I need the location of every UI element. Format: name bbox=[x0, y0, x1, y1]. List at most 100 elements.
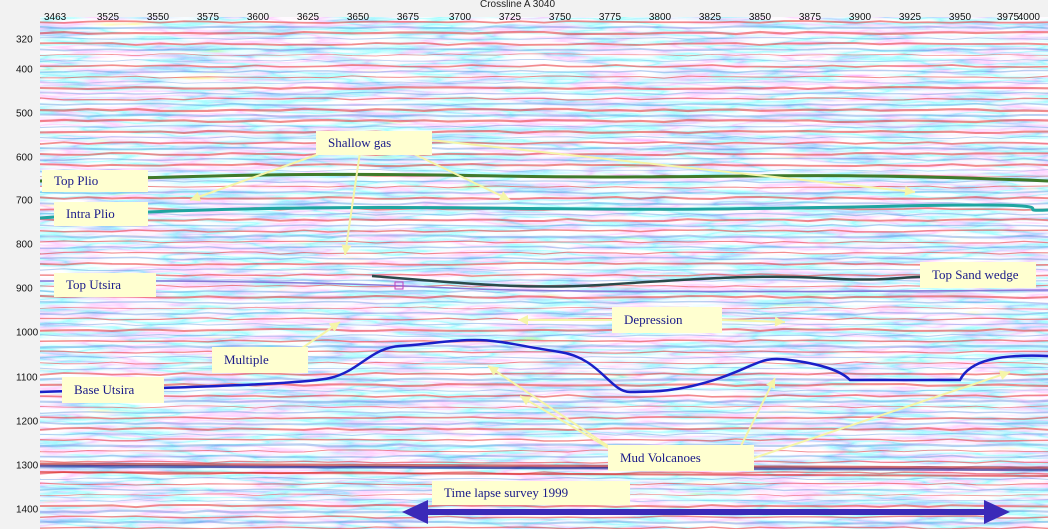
arrow-mud-volcano-3 bbox=[739, 377, 776, 449]
arrow-mud-volcano-4-head bbox=[998, 370, 1010, 380]
reflector bbox=[39, 251, 1048, 255]
section-title: Crossline A 3040 bbox=[480, 0, 556, 10]
reflector bbox=[39, 58, 1048, 62]
x-tick-label: 4000 bbox=[1017, 12, 1040, 23]
reflector bbox=[38, 399, 1048, 404]
reflector bbox=[39, 64, 1048, 68]
reflector bbox=[39, 476, 1048, 481]
reflector bbox=[39, 201, 1048, 206]
arrow-depression-left-head bbox=[518, 315, 528, 325]
x-tick-label: 3600 bbox=[246, 12, 270, 23]
reflector bbox=[39, 306, 1048, 310]
reflector bbox=[39, 146, 1048, 151]
reflector bbox=[39, 223, 1048, 228]
reflector bbox=[39, 322, 1048, 327]
reflector bbox=[39, 240, 1048, 244]
reflector bbox=[39, 421, 1048, 426]
reflector bbox=[39, 262, 1048, 266]
arrow-mud-volcano-4 bbox=[753, 371, 1011, 459]
reflector bbox=[38, 443, 1048, 448]
reflector bbox=[38, 294, 1048, 300]
reflector-band bbox=[39, 471, 1048, 477]
horizon-intra-plio bbox=[39, 203, 1048, 220]
y-tick-label: 1300 bbox=[16, 460, 39, 472]
reflector bbox=[39, 185, 1048, 189]
x-tick-label: 3900 bbox=[848, 12, 872, 23]
arrow-mud-volcano-1-head bbox=[488, 366, 500, 376]
reflector bbox=[39, 190, 1048, 195]
reflector bbox=[39, 426, 1048, 432]
reflector bbox=[39, 372, 1048, 376]
horizon-top-sand-wedge bbox=[371, 274, 921, 288]
reflector bbox=[39, 25, 1048, 30]
label-base-utsira: Base Utsira bbox=[62, 377, 164, 403]
reflector-band bbox=[39, 462, 1048, 470]
arrow-shallow-gas-4-head bbox=[904, 185, 915, 196]
arrow-mud-volcano-3-head bbox=[766, 378, 775, 390]
reflector bbox=[39, 327, 1048, 332]
reflector bbox=[39, 273, 1048, 277]
label-multiple: Multiple bbox=[212, 347, 308, 373]
axis-header: Crossline A 3040 bbox=[0, 0, 1048, 17]
y-tick-label: 900 bbox=[16, 283, 33, 295]
y-tick-label: 1200 bbox=[16, 416, 39, 428]
label-top-sand-wedge: Top Sand wedge bbox=[920, 262, 1036, 288]
survey-head-right bbox=[984, 500, 1010, 524]
reflector bbox=[39, 169, 1048, 172]
arrow-shallow-gas-2-head bbox=[341, 244, 352, 255]
x-tick-label: 3825 bbox=[698, 12, 722, 23]
reflector bbox=[39, 355, 1048, 360]
reflector bbox=[39, 256, 1048, 261]
arrow-mud-volcano-2-head bbox=[520, 396, 532, 406]
x-tick-label: 3975 bbox=[996, 12, 1020, 23]
arrow-shallow-gas-2 bbox=[344, 151, 361, 256]
reflector bbox=[39, 162, 1048, 168]
pick-marker bbox=[394, 281, 404, 290]
reflector bbox=[39, 141, 1048, 146]
reflector bbox=[39, 438, 1048, 442]
y-tick-label: 400 bbox=[16, 64, 33, 76]
reflector bbox=[39, 229, 1048, 233]
reflector bbox=[38, 234, 1048, 239]
x-tick-label: 3775 bbox=[598, 12, 622, 23]
reflector bbox=[39, 124, 1048, 129]
reflector bbox=[39, 432, 1048, 437]
survey-head-left bbox=[402, 500, 428, 524]
reflector bbox=[39, 311, 1048, 316]
label-top-utsira: Top Utsira bbox=[54, 273, 156, 297]
reflector bbox=[39, 300, 1048, 305]
y-tick-label: 320 bbox=[16, 34, 33, 46]
arrow-shallow-gas-1-head bbox=[190, 191, 202, 202]
reflector bbox=[39, 410, 1048, 415]
reflector bbox=[39, 449, 1048, 453]
reflector bbox=[39, 212, 1048, 217]
reflector bbox=[39, 339, 1048, 343]
x-tick-label: 3625 bbox=[296, 12, 320, 23]
reflector bbox=[39, 179, 1048, 184]
reflector bbox=[39, 42, 1048, 46]
x-tick-label: 3950 bbox=[948, 12, 972, 23]
reflector bbox=[39, 526, 1048, 529]
reflector bbox=[39, 405, 1048, 409]
reflector-band bbox=[39, 464, 1048, 472]
x-tick-label: 3463 bbox=[44, 12, 67, 23]
y-tick-label: 700 bbox=[16, 195, 33, 207]
x-tick-label: 3800 bbox=[648, 12, 672, 23]
seismic-texture bbox=[40, 17, 1048, 529]
reflector bbox=[39, 333, 1048, 338]
y-tick-label: 1400 bbox=[16, 504, 39, 516]
arrow-depression-right-head bbox=[774, 316, 785, 327]
y-axis bbox=[0, 17, 40, 529]
reflector bbox=[39, 366, 1048, 371]
x-tick-label: 3675 bbox=[396, 12, 420, 23]
y-tick-label: 500 bbox=[16, 108, 33, 120]
reflector bbox=[39, 91, 1048, 96]
x-tick-label: 3525 bbox=[96, 12, 120, 23]
reflector bbox=[39, 245, 1048, 250]
y-tick-label: 1100 bbox=[16, 372, 38, 384]
reflector bbox=[39, 515, 1048, 519]
reflector bbox=[38, 118, 1048, 124]
reflector bbox=[39, 97, 1048, 101]
annotation-arrows bbox=[189, 139, 1011, 459]
